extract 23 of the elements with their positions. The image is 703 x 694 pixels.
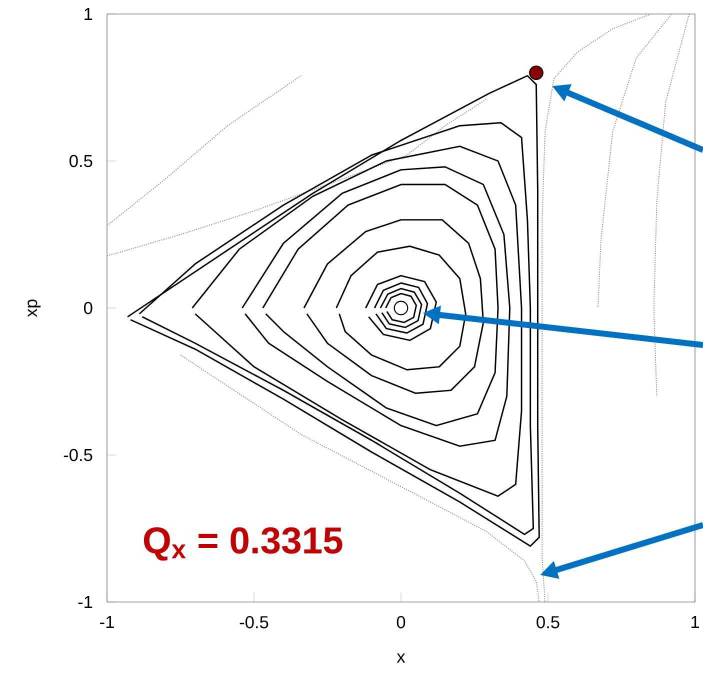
x-tick-label: 1 <box>692 616 699 628</box>
line-series <box>262 184 499 426</box>
y-tick-label: -1 <box>78 596 92 608</box>
x-tick-label: -0.5 <box>240 616 268 628</box>
annotation: Q$_{x}$ = 0.3315 <box>144 527 342 561</box>
y-tick-label: -0.5 <box>64 448 92 462</box>
line-series <box>242 166 511 447</box>
line-series <box>106 75 302 226</box>
line-series <box>598 14 672 308</box>
y-axis-title: xp <box>28 300 41 317</box>
line-series <box>106 98 487 256</box>
line-series <box>653 14 690 397</box>
x-tick-label: -1 <box>100 616 114 628</box>
line-series <box>336 246 466 370</box>
line-series <box>364 274 438 342</box>
line-series <box>192 146 522 497</box>
y-tick-label: 0.5 <box>70 154 92 168</box>
x-axis-title: x <box>396 653 406 663</box>
line-series <box>303 219 484 394</box>
x-tick-label: 0.5 <box>536 616 560 628</box>
x-tick-label: 0 <box>396 616 406 628</box>
y-tick-label: 0 <box>84 302 92 314</box>
y-tick-label: 1 <box>84 8 92 20</box>
